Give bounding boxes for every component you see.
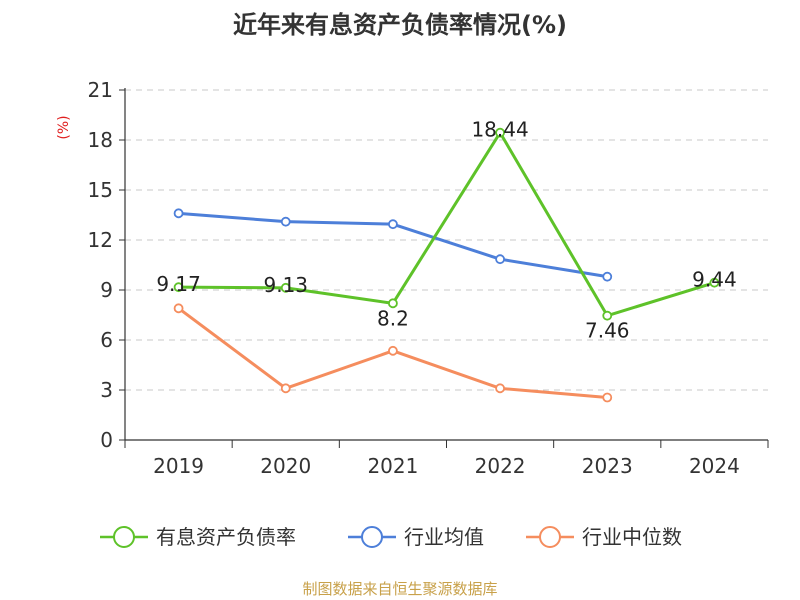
data-point-series-2 <box>280 216 291 227</box>
data-label: 18.44 <box>471 118 528 142</box>
source-footer: 制图数据来自恒生聚源数据库 <box>302 580 498 598</box>
x-tick-label: 2024 <box>689 454 740 478</box>
data-point-series-3 <box>602 392 613 403</box>
y-tick-label: 0 <box>100 428 113 452</box>
legend-marker-3 <box>539 526 561 548</box>
y-tick-label: 15 <box>88 178 113 202</box>
legend-label-2: 行业均值 <box>404 525 484 549</box>
data-point-series-1 <box>280 282 291 293</box>
x-tick-label: 2019 <box>153 454 204 478</box>
data-point-series-1 <box>495 127 505 138</box>
y-axis-label: (%) <box>56 115 72 139</box>
data-point-series-1 <box>709 277 720 288</box>
x-tick-label: 2022 <box>475 454 526 478</box>
data-point-series-3 <box>173 303 184 314</box>
data-point-series-3 <box>280 383 291 394</box>
y-tick-label: 3 <box>100 378 113 402</box>
data-label: 9.13 <box>263 273 308 297</box>
chart-title: 近年来有息资产负债率情况(%) <box>233 11 567 39</box>
legend-label-3: 行业中位数 <box>582 525 682 549</box>
data-point-series-1 <box>602 310 613 321</box>
data-point-series-1 <box>173 282 184 293</box>
y-tick-label: 18 <box>88 128 113 152</box>
data-point-series-1 <box>388 298 398 309</box>
x-tick-label: 2021 <box>367 454 418 478</box>
data-point-series-2 <box>495 254 505 265</box>
data-label: 9.17 <box>156 272 201 296</box>
y-tick-label: 9 <box>100 278 113 302</box>
data-point-series-2 <box>173 208 184 219</box>
y-tick-label: 6 <box>100 328 113 352</box>
y-tick-label: 12 <box>88 228 113 252</box>
data-label: 8.2 <box>377 306 409 330</box>
y-tick-label: 21 <box>88 78 113 102</box>
data-point-series-2 <box>388 219 398 230</box>
data-point-series-2 <box>602 271 613 282</box>
data-label: 7.46 <box>585 319 630 343</box>
data-point-series-3 <box>388 345 398 356</box>
legend-marker-2 <box>361 526 383 548</box>
x-tick-label: 2023 <box>582 454 633 478</box>
series-line-1 <box>178 131 715 318</box>
legend-label-1: 有息资产负债率 <box>156 525 296 549</box>
x-tick-label: 2020 <box>260 454 311 478</box>
data-label: 9.44 <box>692 268 737 292</box>
legend-marker-1 <box>113 526 135 548</box>
data-point-series-3 <box>495 383 505 394</box>
